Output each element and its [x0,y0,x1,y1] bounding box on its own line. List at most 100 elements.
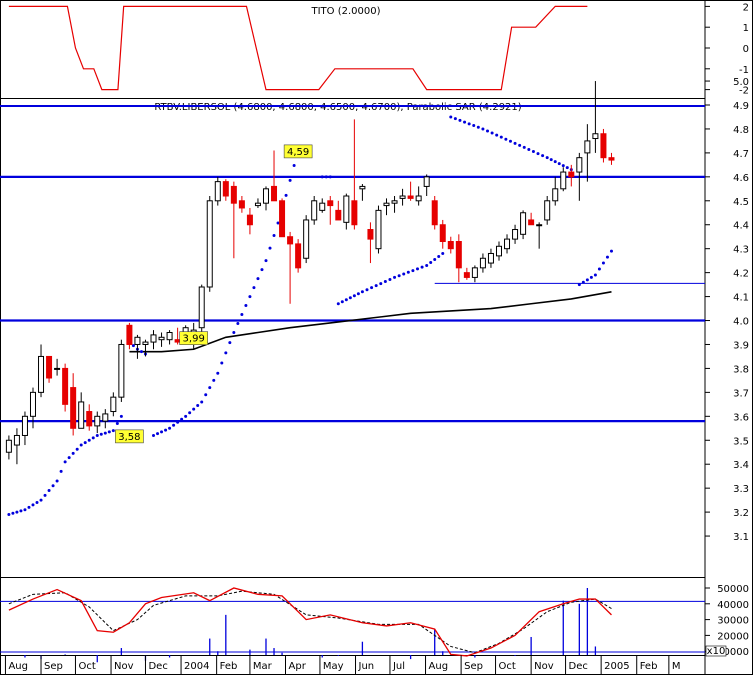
sar-dot [228,341,232,345]
candle-body [70,387,77,429]
candle-body [471,267,478,278]
price-annotation: 4,59 [283,144,313,159]
candle [375,205,382,254]
candle-body [279,200,286,238]
stoch-panel: x10 [0,587,727,663]
sar-dot [463,120,467,124]
candle [327,196,334,225]
sar-dot [220,361,224,365]
candle [254,198,261,208]
candle [528,212,535,226]
candle [552,176,559,206]
candle-body [287,236,294,245]
candle-body [479,257,486,269]
candle [584,124,591,182]
candle [295,239,302,273]
y-tick-label: 20000 [717,631,749,642]
sar-dot [91,436,95,440]
sar-dot [244,304,248,308]
candle [512,224,519,244]
x-tick-label: Jun [358,661,375,672]
candle [38,344,45,398]
candle [423,174,430,196]
y-tick-label: 3.6 [733,412,749,423]
sar-dot [581,280,585,284]
sar-dot [557,162,561,166]
x-tick-label: Mar [253,661,273,672]
sar-dot [429,260,433,264]
y-tick-label: 50000 [717,584,749,595]
candle [142,339,149,357]
sar-dot [393,275,397,279]
y-tick-label: 5.0 [733,77,749,88]
candle [238,196,245,213]
x-tick-label: Aug [429,661,449,672]
candle-body [29,391,36,417]
stochastic-d-line [8,590,612,654]
sar-dot [585,278,589,282]
candle-body [262,188,269,204]
sar-dot [224,351,228,355]
candle-body [375,209,382,250]
sar-dot [240,313,244,317]
sar-dot [545,156,549,160]
moving-average-line [129,291,612,353]
candle [134,334,141,359]
candle-body [102,413,109,422]
y-tick-label: 4.3 [733,245,749,256]
candle-body [487,252,494,264]
candle [536,222,543,249]
sar-dot [499,135,503,139]
sar-dot [7,513,11,516]
sar-dot [59,469,63,473]
sar-dot [172,423,176,427]
sar-dot [180,417,184,421]
sar-dot [216,371,220,375]
y-tick-label: 3.3 [733,484,749,495]
x-tick-label: Dec [569,661,588,672]
sar-dot [348,296,352,300]
sar-dot [486,129,490,133]
sar-dot [83,441,87,445]
sar-dot [152,433,156,437]
x-tick-label: 2004 [184,661,209,672]
sar-dot [19,509,23,513]
sar-dot [51,484,55,488]
tito-y-axis: 2 1 0 -1 -2 [705,2,749,97]
sar-dot [196,404,200,408]
sar-dot [411,269,415,273]
candle [271,150,278,202]
candle-body [319,202,326,211]
candle [118,339,125,402]
candle [391,196,398,213]
sar-dot [420,265,424,269]
sar-dot [589,275,593,279]
sar-dot [565,166,569,170]
candle-body [495,245,502,257]
x-tick-label: 2005 [604,661,629,672]
candle-body [383,202,390,207]
sar-dot [256,277,260,281]
candle-body [423,176,430,187]
candle [504,234,511,254]
candle-body [399,195,406,199]
y-tick-label: 3.8 [733,364,749,375]
y-tick-label: 40000 [717,600,749,611]
candle [487,248,494,268]
candle [214,176,221,206]
y-tick-label: 2 [743,2,749,13]
sar-dot [425,263,429,267]
candle-body [110,396,117,413]
candle [126,322,133,350]
sar-dot [458,118,462,122]
x-tick-label: Aug [8,661,28,672]
sar-dot [518,143,522,147]
candle [471,265,478,283]
sar-dot [284,193,288,197]
sar-dot [531,150,535,154]
candle-body [94,415,101,427]
x-tick-label: Sep [464,661,483,672]
annotation-label: 4,59 [287,147,309,158]
